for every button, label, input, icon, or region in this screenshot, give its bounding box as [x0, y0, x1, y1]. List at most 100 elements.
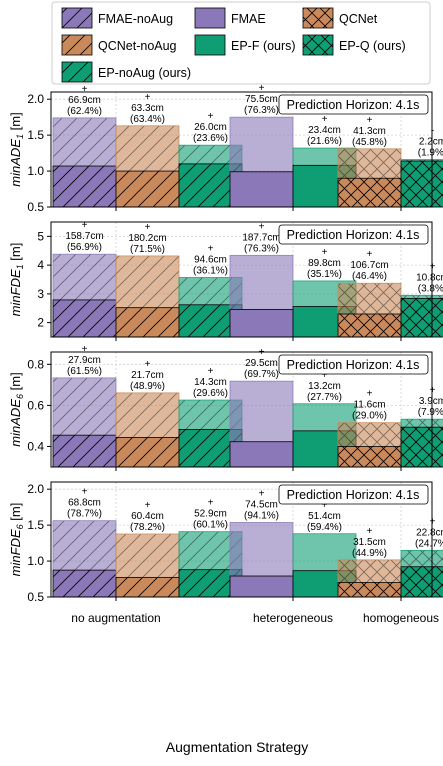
bar-annotation-delta: 22.8cm	[416, 527, 443, 538]
bar-annotation-delta: 63.3cm	[131, 103, 164, 114]
y-axis-label: minADE6 [m]	[8, 372, 25, 446]
bar-annotation-percent: (78.2%)	[130, 522, 165, 533]
bar-annotation-delta: 94.6cm	[194, 254, 227, 265]
bar-ep-homogeneous: +10.8cm(3.8%)	[400, 261, 443, 338]
bar-qcnet-no-augmentation: +60.4cm(78.2%)	[115, 500, 180, 598]
bar-annotation-delta: 13.2cm	[308, 381, 341, 392]
bar-annotation-percent: (76.3%)	[244, 243, 279, 254]
y-tick-label: 2.0	[27, 92, 44, 106]
panel-1: +66.9cm(62.4%)+63.3cm(63.4%) +26.0cm(23.6…	[8, 83, 443, 214]
bar-annotation-percent: (21.6%)	[307, 136, 342, 147]
bar-annotation-percent: (78.7%)	[67, 509, 102, 520]
bar-annotation-sign: +	[145, 500, 151, 511]
bar-annotation-delta: 52.9cm	[194, 509, 227, 520]
panel-2: +158.7cm(56.9%)+180.2cm(71.5%) +94.6cm(36…	[8, 220, 443, 341]
prediction-horizon-label: Prediction Horizon: 4.1s	[287, 98, 420, 112]
legend-item-fmae-noaug: FMAE-noAug	[61, 7, 173, 29]
legend-item-qcnet: QCNet	[302, 7, 378, 29]
bar-annotation-percent: (1.9%)	[418, 148, 443, 159]
y-tick-label: 1.5	[27, 518, 44, 532]
y-axis-label: minADE1 [m]	[8, 112, 25, 186]
bar-annotation-percent: (29.0%)	[352, 411, 387, 422]
bar-annotation-delta: 21.7cm	[131, 370, 164, 381]
y-tick-label: 1.0	[27, 554, 44, 568]
bar-annotation-sign: +	[82, 487, 88, 498]
panel-4: +68.8cm(78.7%)+60.4cm(78.2%)+52.9cm(60.1…	[8, 481, 443, 604]
bar-ep-homogeneous: +22.8cm(24.7%)	[400, 516, 443, 598]
legend-label: FMAE-noAug	[98, 12, 173, 26]
y-tick-label: 0.5	[27, 200, 44, 214]
y-tick-label: 4	[37, 258, 44, 272]
bar-lower-segment	[230, 171, 293, 207]
bar-annotation-percent: (35.1%)	[307, 269, 342, 280]
prediction-horizon-label: Prediction Horizon: 4.1s	[287, 488, 420, 502]
bar-upper-segment	[230, 255, 293, 310]
bar-annotation-percent: (76.3%)	[244, 105, 279, 116]
bar-annotation-sign: +	[259, 347, 265, 358]
bar-fmae-no-augmentation: +158.7cm(56.9%)	[52, 220, 117, 338]
bar-qcnet-homogeneous: +106.7cm(46.4%)	[337, 249, 402, 338]
legend-item-epf: EP-F (ours)	[194, 34, 296, 56]
legend-label: QCNet	[339, 12, 378, 26]
bar-annotation-delta: 26.0cm	[194, 122, 227, 133]
bar-annotation-percent: (27.7%)	[307, 392, 342, 403]
y-tick-label: 1.5	[27, 128, 44, 142]
bar-annotation-sign: +	[145, 359, 151, 370]
y-tick-label: 5	[37, 229, 44, 243]
bar-annotation-sign: +	[208, 366, 214, 377]
bar-annotation-delta: 68.8cm	[68, 498, 101, 509]
bar-annotation-sign: +	[208, 111, 214, 122]
legend-label: EP-Q (ours)	[339, 39, 406, 53]
bar-annotation-percent: (60.1%)	[193, 520, 228, 531]
x-axis-title: Augmentation Strategy	[166, 739, 308, 755]
bar-annotation-percent: (62.4%)	[67, 106, 102, 117]
prediction-horizon-box: Prediction Horizon: 4.1s	[278, 94, 429, 115]
x-tick-label: heterogeneous	[253, 611, 333, 625]
y-tick-label: 0.6	[27, 398, 44, 412]
legend-label: EP-F (ours)	[231, 39, 296, 53]
bar-annotation-sign: +	[208, 498, 214, 509]
bar-annotation-delta: 158.7cm	[65, 231, 103, 242]
y-tick-label: 0.4	[27, 439, 44, 453]
bar-annotation-sign: +	[367, 115, 373, 126]
bar-annotation-delta: 23.4cm	[308, 125, 341, 136]
legend: FMAE-noAug FMAE QCNet QCNet-noAug EP-F (ours…	[51, 1, 431, 85]
bar-annotation-delta: 180.2cm	[128, 233, 166, 244]
bar-annotation-sign: +	[145, 222, 151, 233]
bar-upper-segment	[230, 117, 293, 172]
bar-annotation-delta: 75.5cm	[245, 94, 278, 105]
bar-annotation-percent: (24.7%)	[415, 538, 443, 549]
bar-annotation-delta: 3.9cm	[419, 396, 443, 407]
bar-annotation-delta: 27.9cm	[68, 355, 101, 366]
bar-annotation-percent: (45.8%)	[352, 137, 387, 148]
bar-qcnet-homogeneous: +11.6cm(29.0%)	[337, 389, 402, 468]
bar-annotation-percent: (29.6%)	[193, 388, 228, 399]
legend-frame	[51, 1, 431, 85]
prediction-horizon-label: Prediction Horizon: 4.1s	[287, 228, 420, 242]
prediction-horizon-box: Prediction Horizon: 4.1s	[278, 354, 429, 375]
legend-label: EP-noAug (ours)	[98, 66, 191, 80]
bar-fmae-heterogeneous: +187.7cm(76.3%)	[229, 221, 294, 338]
x-tick-labels: no augmentation heterogeneous homogeneous	[71, 611, 439, 625]
bar-lower-segment	[230, 441, 293, 467]
bar-annotation-percent: (36.1%)	[193, 265, 228, 276]
bar-lower-segment	[230, 576, 293, 597]
x-tick-label: no augmentation	[71, 611, 160, 625]
legend-item-epq: EP-Q (ours)	[302, 34, 406, 56]
bar-annotation-delta: 51.4cm	[308, 511, 341, 522]
bar-annotation-percent: (23.6%)	[193, 133, 228, 144]
y-axis-label: minFDE1 [m]	[8, 243, 25, 317]
bar-lower-segment	[230, 309, 293, 337]
prediction-horizon-box: Prediction Horizon: 4.1s	[278, 224, 429, 245]
bar-annotation-percent: (71.5%)	[130, 244, 165, 255]
bar-annotation-delta: 106.7cm	[350, 260, 388, 271]
bar-annotation-delta: 31.5cm	[353, 537, 386, 548]
bar-qcnet-no-augmentation: +21.7cm(48.9%)	[115, 359, 180, 468]
bar-annotation-sign: +	[82, 84, 88, 95]
bar-annotation-delta: 89.8cm	[308, 258, 341, 269]
y-axis-label: minFDE6 [m]	[8, 503, 25, 577]
bar-annotation-sign: +	[322, 114, 328, 125]
panel-frame	[50, 351, 433, 468]
bar-annotation-delta: 74.5cm	[245, 499, 278, 510]
